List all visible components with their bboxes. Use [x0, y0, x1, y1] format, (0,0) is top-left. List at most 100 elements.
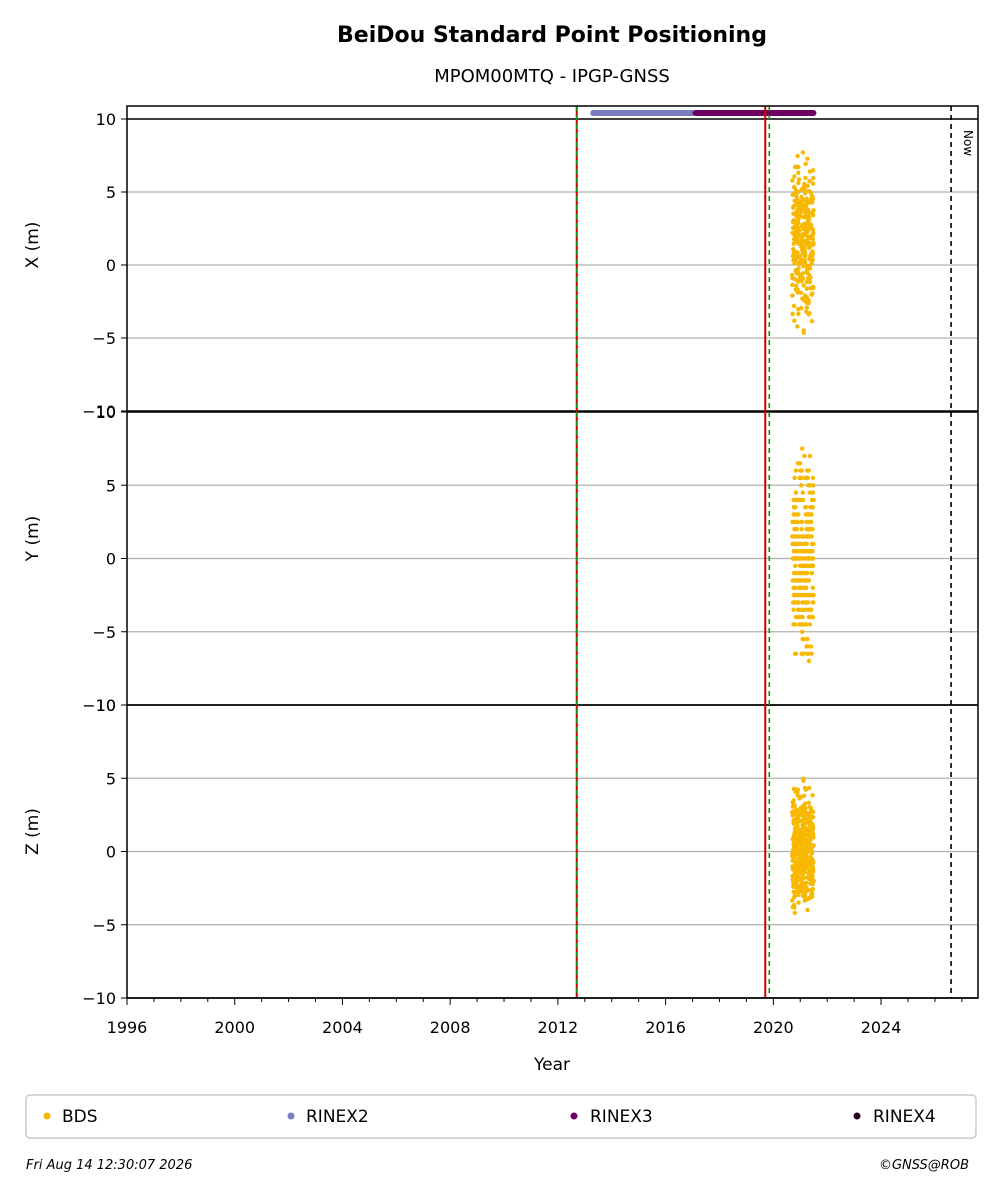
chart-title: BeiDou Standard Point Positioning — [337, 23, 767, 48]
bds-point — [808, 190, 814, 195]
bds-point — [791, 512, 796, 517]
bds-point — [810, 894, 815, 899]
bds-point — [801, 858, 806, 864]
bds-point — [791, 812, 796, 817]
bds-point — [810, 249, 815, 254]
bds-point — [791, 505, 797, 510]
bds-point — [810, 793, 815, 798]
bds-point — [792, 910, 797, 915]
bds-point — [802, 898, 807, 903]
bds-point — [802, 253, 808, 259]
bds-point — [795, 197, 800, 202]
bds-point — [805, 156, 810, 161]
x-tick-label: 2016 — [645, 1018, 686, 1037]
bds-point — [794, 209, 799, 215]
bds-point — [791, 818, 796, 824]
y-tick-label: 0 — [106, 843, 116, 862]
bds-point — [798, 806, 803, 811]
bds-point — [792, 893, 797, 898]
bds-point — [809, 234, 815, 239]
bds-point — [794, 519, 799, 525]
bds-point — [808, 644, 814, 649]
bds-point — [799, 199, 804, 204]
bds-point — [798, 856, 803, 861]
bds-point — [791, 889, 796, 895]
bds-point — [802, 801, 808, 806]
bds-point — [799, 187, 804, 192]
bds-point — [803, 208, 809, 213]
bds-point — [800, 629, 805, 634]
bds-point — [801, 570, 807, 576]
bds-point — [808, 881, 813, 886]
bds-point — [806, 614, 812, 620]
bds-point — [809, 541, 815, 547]
bds-point — [804, 519, 809, 525]
bds-point — [810, 227, 816, 232]
y-tick-label: 0 — [106, 256, 116, 275]
footer-credit: ©GNSS@ROB — [879, 1158, 969, 1173]
bds-point — [800, 248, 805, 253]
bds-point — [810, 253, 815, 258]
bds-point — [804, 585, 809, 590]
bds-point — [798, 839, 804, 844]
bds-point — [802, 785, 808, 791]
bds-point — [804, 286, 810, 291]
bds-point — [803, 161, 808, 166]
y-tick-label: 10 — [96, 110, 116, 129]
bds-point — [798, 253, 803, 258]
bds-point — [797, 260, 803, 265]
bds-point — [807, 311, 812, 316]
bds-point — [797, 534, 803, 539]
bds-point — [809, 651, 814, 656]
y-tick-label: −10 — [82, 402, 116, 421]
x-tick-label: 1996 — [107, 1018, 148, 1037]
bds-point — [801, 563, 806, 568]
bds-point — [799, 519, 804, 525]
legend-box — [25, 1094, 977, 1139]
bds-point — [793, 563, 798, 568]
bds-point — [801, 578, 806, 583]
bds-point — [791, 205, 796, 210]
bds-point — [801, 651, 806, 656]
bds-point — [791, 846, 797, 851]
bds-point — [792, 585, 798, 590]
bds-point — [796, 180, 801, 186]
bds-point — [795, 834, 800, 839]
bds-point — [807, 266, 813, 271]
bds-point — [809, 830, 814, 836]
bds-point — [803, 175, 808, 181]
x-tick-label: 2004 — [322, 1018, 363, 1037]
bds-point — [790, 311, 795, 317]
bds-point — [804, 578, 809, 583]
bds-point — [806, 234, 811, 240]
bds-point — [810, 475, 816, 481]
bds-point — [793, 219, 798, 224]
bds-point — [804, 269, 809, 274]
bds-point — [792, 184, 797, 190]
bds-point — [794, 188, 799, 194]
bds-point — [810, 809, 816, 814]
bds-point — [791, 247, 796, 252]
bds-point — [790, 898, 795, 903]
bds-point — [803, 505, 809, 510]
bds-point — [800, 490, 805, 495]
bds-point — [794, 871, 800, 876]
bds-point — [790, 225, 796, 231]
bds-point — [797, 796, 802, 801]
bds-point — [794, 512, 800, 517]
bds-point — [800, 222, 806, 227]
bds-point — [793, 861, 799, 866]
bds-point — [807, 215, 812, 220]
bds-point — [805, 600, 811, 605]
bds-point — [807, 785, 812, 791]
bds-point — [795, 153, 800, 159]
bds-point — [810, 585, 815, 590]
now-label: Now — [961, 130, 975, 156]
bds-point — [799, 234, 805, 239]
legend-marker-bds — [43, 1112, 51, 1120]
bds-point — [800, 893, 806, 898]
bds-point — [805, 816, 810, 822]
x-tick-label: 2008 — [430, 1018, 471, 1037]
bds-point — [791, 592, 796, 598]
